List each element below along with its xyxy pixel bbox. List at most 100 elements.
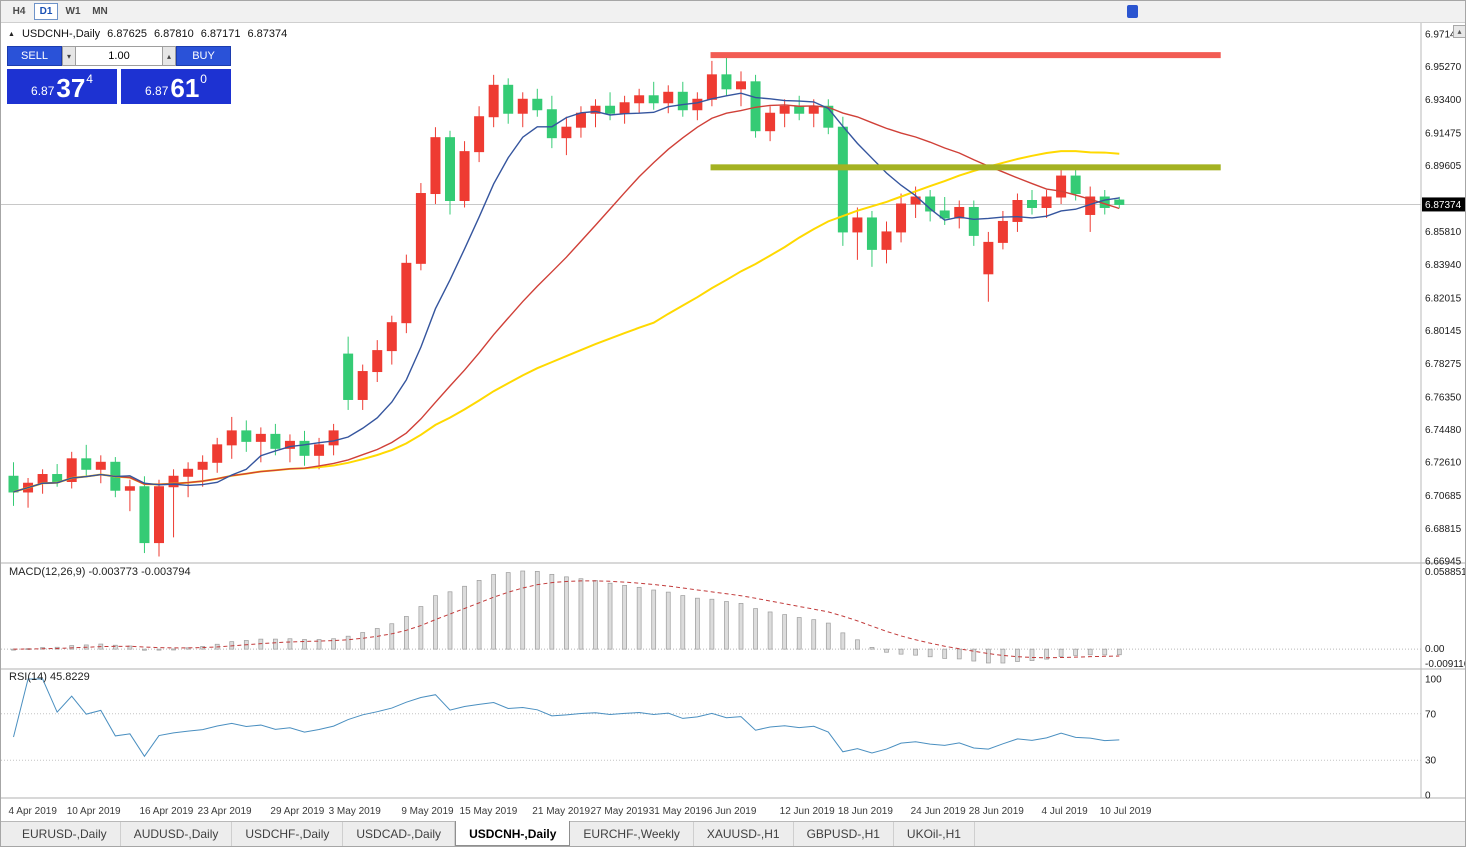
candle-up (997, 220, 1008, 243)
timeframe-button-h4[interactable]: H4 (12, 6, 26, 17)
price-axis-label: 6.91475 (1425, 128, 1462, 139)
macd-bar (607, 582, 613, 650)
candle-down (139, 486, 150, 544)
macd-bar (767, 611, 773, 650)
candle-up (401, 262, 412, 324)
panel-icon[interactable] (1127, 5, 1138, 18)
rsi-axis-label: 30 (1425, 756, 1437, 767)
date-axis-label: 27 May 2019 (591, 806, 649, 817)
macd-layer: 0.058851 0.00 -0.009116 (1, 567, 1465, 670)
chart-scrollbar-button[interactable]: ▴ (1453, 25, 1465, 38)
price-axis-label: 6.82015 (1425, 293, 1462, 304)
macd-bar (404, 616, 409, 650)
candle-down (503, 84, 514, 114)
macd-bar (1015, 648, 1020, 662)
candle-up (590, 105, 601, 114)
candle-up (634, 95, 645, 104)
price-axis-label: 6.80145 (1425, 326, 1462, 337)
macd-bar (273, 638, 278, 650)
date-axis-label: 4 Jul 2019 (1042, 806, 1089, 817)
macd-bar (185, 647, 191, 650)
candle-up (881, 231, 892, 250)
candle-up (736, 81, 746, 90)
price-axis-label: 6.72610 (1425, 458, 1462, 469)
macd-bar (476, 580, 482, 650)
candle-down (866, 217, 877, 250)
rsi-label: RSI(14) 45.8229 (9, 671, 90, 683)
timeframe-button-d1[interactable]: D1 (34, 3, 58, 20)
macd-bar (433, 595, 438, 650)
sell-price-display[interactable]: 6.87 37 4 (7, 69, 117, 104)
macd-bar (171, 648, 176, 651)
resistance-line[interactable] (710, 52, 1221, 59)
candle-up (983, 241, 994, 275)
candle-up (66, 458, 77, 483)
macd-bar (680, 595, 686, 650)
toolbar: H4 D1 W1 MN (1, 1, 1465, 23)
timeframe-button-w1[interactable]: W1 (65, 6, 81, 17)
macd-bar (447, 591, 453, 650)
macd-bar (1029, 648, 1035, 661)
date-axis-label: 23 Apr 2019 (198, 806, 252, 817)
date-axis-label: 9 May 2019 (401, 806, 454, 817)
candle-up (852, 217, 863, 233)
macd-bar (927, 648, 933, 658)
ohlc-high: 6.87810 (153, 28, 194, 40)
date-axis-label: 21 May 2019 (532, 806, 590, 817)
symbol-tab-xauusd[interactable]: XAUUSD-,H1 (694, 822, 794, 846)
price-axis-label: 6.83940 (1425, 260, 1462, 271)
macd-bar (491, 574, 496, 650)
volume-increase-button[interactable]: ▴ (162, 46, 176, 66)
candle-up (430, 137, 441, 195)
candle-down (1114, 199, 1125, 205)
candle-down (445, 137, 455, 202)
macd-bar (505, 572, 511, 650)
macd-bar (287, 638, 293, 650)
ohlc-low: 6.87171 (200, 28, 241, 40)
volume-decrease-button[interactable]: ▾ (62, 46, 76, 66)
macd-bar (564, 576, 569, 650)
candle-down (343, 353, 354, 400)
price-axis-label: 6.85810 (1425, 227, 1462, 238)
candle-down (532, 98, 543, 111)
macd-bar (971, 648, 977, 662)
symbol-tab-usdcnh[interactable]: USDCNH-,Daily (455, 821, 571, 846)
date-axis-label: 24 Jun 2019 (911, 806, 966, 817)
macd-bar (462, 585, 467, 650)
macd-bar (389, 623, 395, 650)
price-axis-label: 6.78275 (1425, 359, 1462, 370)
buy-price-display[interactable]: 6.87 61 0 (121, 69, 231, 104)
macd-bar (694, 597, 700, 650)
symbol-tab-eurchf[interactable]: EURCHF-,Weekly (570, 822, 694, 846)
candle-up (183, 468, 194, 477)
date-axis-label: 28 Jun 2019 (969, 806, 1024, 817)
symbol-tab-gbpusd[interactable]: GBPUSD-,H1 (794, 822, 894, 846)
symbol-tab-eurusd[interactable]: EURUSD-,Daily (9, 822, 121, 846)
macd-bar (913, 648, 918, 656)
volume-input[interactable] (76, 46, 162, 66)
timeframe-button-mn[interactable]: MN (92, 6, 108, 17)
symbol-tab-ukoil[interactable]: UKOil-,H1 (894, 822, 975, 846)
candle-up (372, 350, 383, 373)
date-axis-label: 31 May 2019 (649, 806, 707, 817)
ohlc-open: 6.87625 (107, 28, 147, 40)
macd-bar (1073, 648, 1079, 656)
hline-objects[interactable] (710, 52, 1221, 171)
chart-plot-area[interactable] (1, 23, 1421, 798)
support-line[interactable] (710, 164, 1221, 171)
macd-bar (898, 648, 904, 655)
macd-bar (622, 585, 627, 650)
sell-price-sup: 4 (86, 72, 93, 86)
symbol-tab-audusd[interactable]: AUDUSD-,Daily (121, 822, 233, 846)
buy-button[interactable]: BUY (176, 46, 231, 66)
buy-price-big: 61 (170, 73, 200, 103)
candle-up (1056, 175, 1067, 198)
macd-bar (942, 648, 948, 659)
sell-button[interactable]: SELL (7, 46, 62, 66)
symbol-tab-usdcad[interactable]: USDCAD-,Daily (343, 822, 456, 846)
symbol-tab-usdchf[interactable]: USDCHF-,Daily (232, 822, 344, 846)
candle-up (663, 91, 674, 104)
pane-separators (1, 23, 1465, 799)
candle-up (226, 430, 237, 446)
date-axis-label: 4 Apr 2019 (9, 806, 58, 817)
